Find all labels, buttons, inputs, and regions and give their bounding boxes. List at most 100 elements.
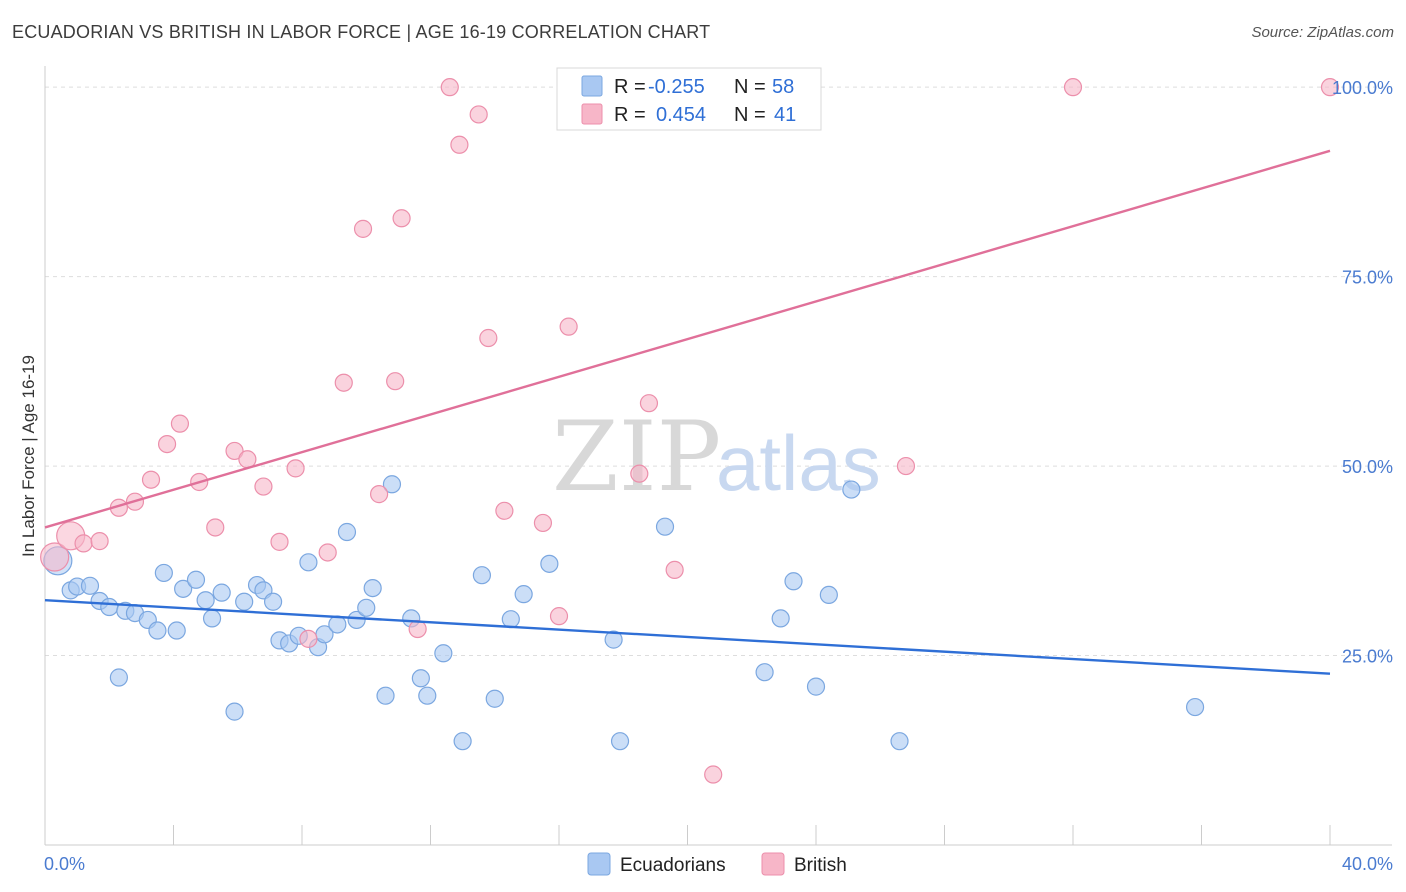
british-point: [334, 373, 353, 392]
legend-r-label: R =: [614, 104, 646, 126]
ecuadorian-point: [434, 644, 453, 663]
data-points: [40, 78, 1340, 784]
british-point: [704, 765, 723, 784]
british-point: [469, 105, 488, 124]
svg-text:N =: N =: [734, 76, 766, 98]
ecuadorian-point: [1185, 697, 1205, 717]
british-point: [1063, 78, 1083, 97]
ecuadorian-point: [890, 732, 909, 751]
ecuadorian-point: [382, 475, 402, 494]
ecuadorian-point: [501, 610, 520, 629]
british-point: [157, 435, 177, 454]
british-point: [392, 209, 411, 228]
ecuadorian-point: [100, 597, 119, 617]
ecuadorian-point: [411, 669, 430, 688]
ecuadorian-point: [363, 578, 382, 598]
bottom-legend-label-british: British: [794, 855, 847, 876]
ecuadorian-point: [235, 592, 254, 611]
ecuadorian-point: [80, 576, 100, 595]
bottom-legend: Ecuadorians British: [587, 852, 847, 876]
legend-swatch-ecuadorians: [581, 75, 603, 97]
bottom-legend-label-ecuadorians: Ecuadorians: [620, 855, 726, 876]
tick-labels: 25.0% 50.0% 75.0% 100.0% 0.0% 40.0%: [44, 78, 1393, 874]
bottom-legend-swatch-british: [761, 852, 785, 876]
legend-n-value: 41: [774, 104, 796, 126]
source-label: Source: ZipAtlas.com: [1251, 24, 1394, 41]
ecuadorian-point: [771, 609, 790, 628]
x-tick-label: 0.0%: [44, 854, 85, 874]
british-point: [665, 560, 684, 580]
british-point: [353, 219, 373, 238]
legend-n-label: N =: [734, 76, 766, 98]
british-point: [386, 372, 405, 391]
ecuadorian-point: [148, 621, 167, 640]
ecuadorian-point: [347, 610, 366, 630]
y-tick-label: 75.0%: [1342, 268, 1393, 288]
trend-lines: [44, 149, 1331, 675]
british-point: [318, 543, 337, 562]
ecuadorian-point: [299, 553, 318, 572]
ecuadorian-point: [485, 689, 504, 708]
ecuadorian-point: [174, 579, 193, 598]
british-point: [639, 394, 659, 413]
ecuadorian-point: [842, 480, 861, 499]
legend-n-label: N =: [734, 104, 766, 126]
ecuadorian-point: [328, 615, 347, 634]
watermark-zip: ZIP: [552, 401, 721, 513]
ecuadorian-point: [376, 686, 395, 705]
svg-text:0.454: 0.454: [656, 104, 706, 126]
ecuadorian-point: [514, 585, 533, 604]
y-tick-label: 50.0%: [1342, 457, 1393, 477]
british-point: [270, 532, 289, 551]
ecuadorian-point: [167, 621, 186, 640]
legend-n-value: 58: [772, 76, 794, 98]
british-point: [630, 464, 649, 483]
ecuadorian-point: [196, 591, 215, 610]
svg-text:41: 41: [774, 104, 796, 126]
ecuadorian-point: [472, 566, 491, 585]
british-point: [254, 477, 273, 496]
y-tick-label: 25.0%: [1342, 647, 1393, 667]
british-point: [40, 542, 70, 572]
ecuadorian-point: [418, 686, 437, 705]
bottom-legend-swatch-ecuadorians: [587, 852, 611, 876]
british-point: [450, 135, 469, 154]
british-point: [495, 501, 514, 520]
legend-swatch-british: [581, 103, 603, 125]
british-point: [286, 459, 305, 478]
ecuadorian-point: [212, 583, 231, 602]
ecuadorian-point: [655, 517, 675, 536]
british-point: [299, 629, 318, 648]
ecuadorian-point: [225, 702, 244, 721]
svg-text:58: 58: [772, 76, 794, 98]
chart-title: ECUADORIAN VS BRITISH IN LABOR FORCE | A…: [12, 22, 711, 42]
british-point: [896, 456, 916, 476]
svg-text:R =: R =: [614, 76, 646, 98]
watermark: ZIP atlas: [552, 401, 881, 513]
ecuadorian-point: [540, 554, 559, 573]
british-point: [370, 485, 389, 504]
ecuadorian-point: [357, 598, 376, 617]
ecuadorian-point: [263, 592, 283, 611]
british-point: [141, 470, 161, 489]
british-point: [225, 441, 244, 461]
ecuadorian-point: [202, 609, 222, 628]
legend-r-value: -0.255: [648, 76, 705, 98]
x-tick-label: 40.0%: [1342, 854, 1393, 874]
ecuadorian-point: [610, 732, 630, 751]
svg-text:N =: N =: [734, 104, 766, 126]
y-tick-label: 100.0%: [1332, 78, 1393, 98]
ecuadorian-point: [453, 732, 472, 751]
british-point: [90, 532, 109, 551]
british-point: [533, 513, 553, 533]
ecuadorian-point: [806, 677, 826, 696]
ecuadorian-trend-line: [44, 599, 1331, 675]
british-point: [549, 607, 569, 626]
legend-r-value: 0.454: [656, 104, 706, 126]
british-point: [1320, 78, 1340, 97]
ecuadorian-point: [337, 522, 357, 542]
ecuadorian-point: [755, 663, 774, 682]
ecuadorian-point: [109, 668, 128, 687]
british-point: [74, 534, 93, 553]
